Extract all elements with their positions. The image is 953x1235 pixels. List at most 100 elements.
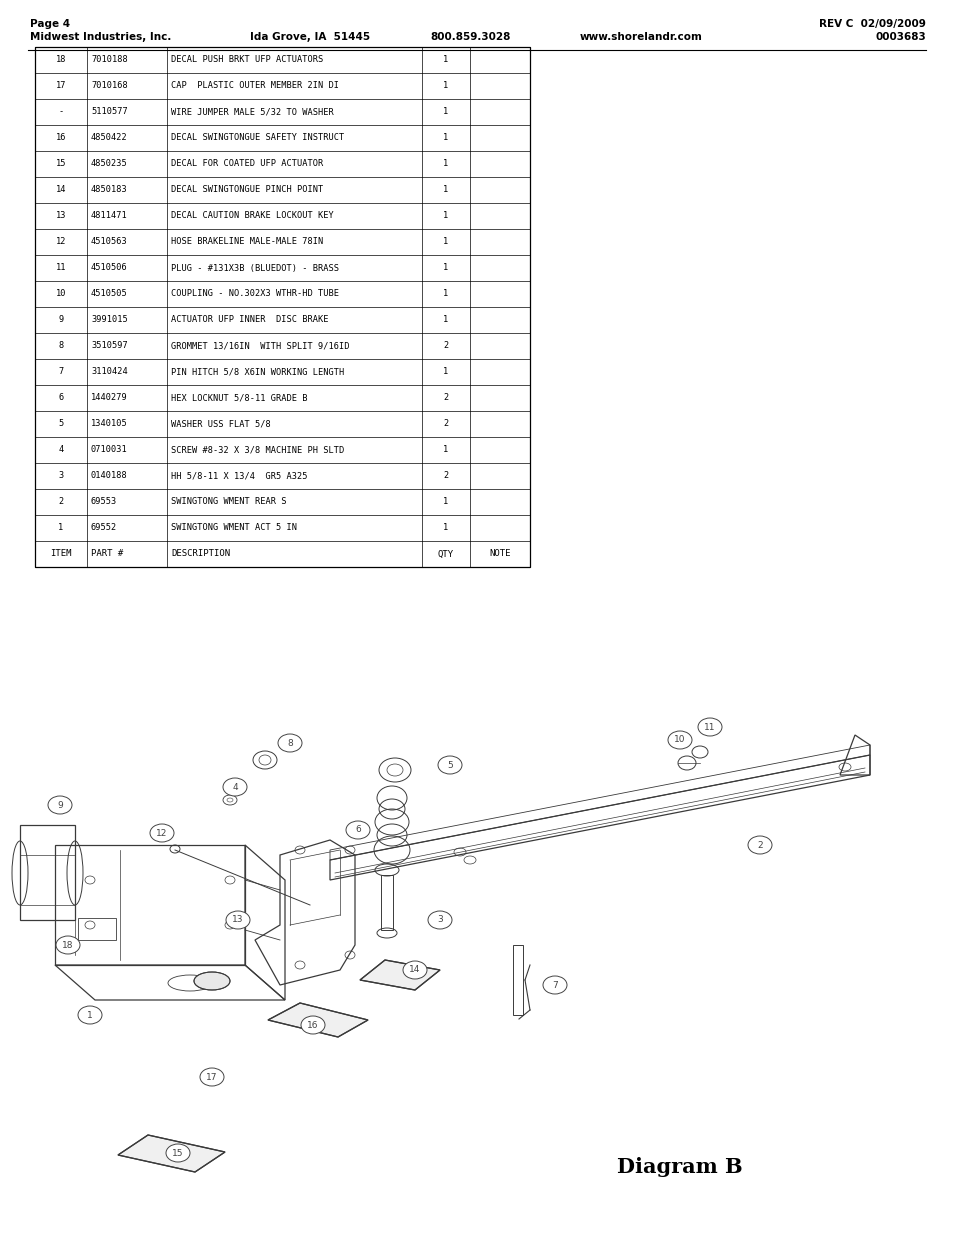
Polygon shape (359, 960, 439, 990)
Ellipse shape (402, 961, 427, 979)
Text: 1: 1 (443, 263, 448, 273)
Text: NOTE: NOTE (489, 550, 510, 558)
Text: 7: 7 (58, 368, 64, 377)
Text: PIN HITCH 5/8 X6IN WORKING LENGTH: PIN HITCH 5/8 X6IN WORKING LENGTH (171, 368, 344, 377)
Text: 4811471: 4811471 (91, 211, 128, 221)
Text: 1: 1 (443, 368, 448, 377)
Text: WIRE JUMPER MALE 5/32 TO WASHER: WIRE JUMPER MALE 5/32 TO WASHER (171, 107, 334, 116)
Ellipse shape (747, 836, 771, 853)
Text: Midwest Industries, Inc.: Midwest Industries, Inc. (30, 32, 172, 42)
Text: 1: 1 (87, 1010, 92, 1020)
Text: 17: 17 (55, 82, 66, 90)
Text: 69553: 69553 (91, 498, 117, 506)
Text: 10: 10 (55, 289, 66, 299)
Text: 1: 1 (443, 185, 448, 194)
Text: 3: 3 (58, 472, 64, 480)
Text: ITEM: ITEM (51, 550, 71, 558)
Text: 1: 1 (443, 107, 448, 116)
Text: Diagram B: Diagram B (617, 1157, 742, 1177)
Bar (20, 825, 75, 920)
Text: 11: 11 (703, 722, 715, 731)
Text: 1340105: 1340105 (91, 420, 128, 429)
Text: Page 4: Page 4 (30, 19, 71, 28)
Ellipse shape (277, 734, 302, 752)
Ellipse shape (223, 778, 247, 797)
Text: 2: 2 (443, 420, 448, 429)
Text: 13: 13 (55, 211, 66, 221)
Text: SWINGTONG WMENT ACT 5 IN: SWINGTONG WMENT ACT 5 IN (171, 524, 296, 532)
Text: 16: 16 (55, 133, 66, 142)
Text: 13: 13 (232, 915, 244, 925)
Text: 2: 2 (443, 394, 448, 403)
Text: 2: 2 (443, 472, 448, 480)
Bar (513, 945, 522, 1015)
Text: 11: 11 (55, 263, 66, 273)
Text: 3991015: 3991015 (91, 315, 128, 325)
Ellipse shape (542, 976, 566, 994)
Text: 1: 1 (443, 237, 448, 247)
Text: -: - (58, 107, 64, 116)
Text: CAP  PLASTIC OUTER MEMBER 2IN DI: CAP PLASTIC OUTER MEMBER 2IN DI (171, 82, 338, 90)
Text: DECAL SWINGTONGUE SAFETY INSTRUCT: DECAL SWINGTONGUE SAFETY INSTRUCT (171, 133, 344, 142)
Text: 14: 14 (55, 185, 66, 194)
Text: 1: 1 (443, 133, 448, 142)
Text: 8: 8 (287, 739, 293, 747)
Text: 2: 2 (443, 342, 448, 351)
Text: 1: 1 (443, 289, 448, 299)
Text: 69552: 69552 (91, 524, 117, 532)
Text: 2: 2 (757, 841, 762, 850)
Ellipse shape (56, 936, 80, 953)
Text: 1: 1 (443, 315, 448, 325)
Text: 4850235: 4850235 (91, 159, 128, 168)
Text: 16: 16 (307, 1020, 318, 1030)
Text: SCREW #8-32 X 3/8 MACHINE PH SLTD: SCREW #8-32 X 3/8 MACHINE PH SLTD (171, 446, 344, 454)
Text: 10: 10 (674, 736, 685, 745)
Text: 1: 1 (443, 159, 448, 168)
Ellipse shape (301, 1016, 325, 1034)
Text: 18: 18 (55, 56, 66, 64)
Text: DECAL PUSH BRKT UFP ACTUATORS: DECAL PUSH BRKT UFP ACTUATORS (171, 56, 323, 64)
Bar (380, 876, 393, 930)
Ellipse shape (698, 718, 721, 736)
Text: 15: 15 (55, 159, 66, 168)
Text: ACTUATOR UFP INNER  DISC BRAKE: ACTUATOR UFP INNER DISC BRAKE (171, 315, 328, 325)
Text: 0003683: 0003683 (874, 32, 925, 42)
Polygon shape (118, 1135, 225, 1172)
Ellipse shape (428, 911, 452, 929)
Text: 9: 9 (57, 800, 63, 809)
Text: 7010168: 7010168 (91, 82, 128, 90)
Text: DECAL FOR COATED UFP ACTUATOR: DECAL FOR COATED UFP ACTUATOR (171, 159, 323, 168)
Text: REV C  02/09/2009: REV C 02/09/2009 (819, 19, 925, 28)
Text: 8: 8 (58, 342, 64, 351)
Text: 1: 1 (443, 82, 448, 90)
Text: 5110577: 5110577 (91, 107, 128, 116)
Text: SWINGTONG WMENT REAR S: SWINGTONG WMENT REAR S (171, 498, 286, 506)
Ellipse shape (200, 1068, 224, 1086)
Text: 4510506: 4510506 (91, 263, 128, 273)
Text: 7010188: 7010188 (91, 56, 128, 64)
Text: 4: 4 (58, 446, 64, 454)
Text: DECAL CAUTION BRAKE LOCKOUT KEY: DECAL CAUTION BRAKE LOCKOUT KEY (171, 211, 334, 221)
Text: 1440279: 1440279 (91, 394, 128, 403)
Text: 9: 9 (58, 315, 64, 325)
Text: PLUG - #131X3B (BLUEDOT) - BRASS: PLUG - #131X3B (BLUEDOT) - BRASS (171, 263, 338, 273)
Ellipse shape (78, 1007, 102, 1024)
Text: www.shorelandr.com: www.shorelandr.com (579, 32, 702, 42)
Ellipse shape (150, 824, 173, 842)
Text: DESCRIPTION: DESCRIPTION (171, 550, 230, 558)
Text: Ida Grove, IA  51445: Ida Grove, IA 51445 (250, 32, 370, 42)
Text: 1: 1 (443, 524, 448, 532)
Text: 17: 17 (206, 1072, 217, 1082)
Text: 1: 1 (443, 56, 448, 64)
Text: 5: 5 (447, 761, 453, 769)
Text: COUPLING - NO.302X3 WTHR-HD TUBE: COUPLING - NO.302X3 WTHR-HD TUBE (171, 289, 338, 299)
Text: 5: 5 (58, 420, 64, 429)
Bar (35, 47, 530, 567)
Text: 4850422: 4850422 (91, 133, 128, 142)
Text: 0710031: 0710031 (91, 446, 128, 454)
Ellipse shape (226, 911, 250, 929)
Text: GROMMET 13/16IN  WITH SPLIT 9/16ID: GROMMET 13/16IN WITH SPLIT 9/16ID (171, 342, 349, 351)
Ellipse shape (346, 821, 370, 839)
Text: DECAL SWINGTONGUE PINCH POINT: DECAL SWINGTONGUE PINCH POINT (171, 185, 323, 194)
Text: 1: 1 (58, 524, 64, 532)
